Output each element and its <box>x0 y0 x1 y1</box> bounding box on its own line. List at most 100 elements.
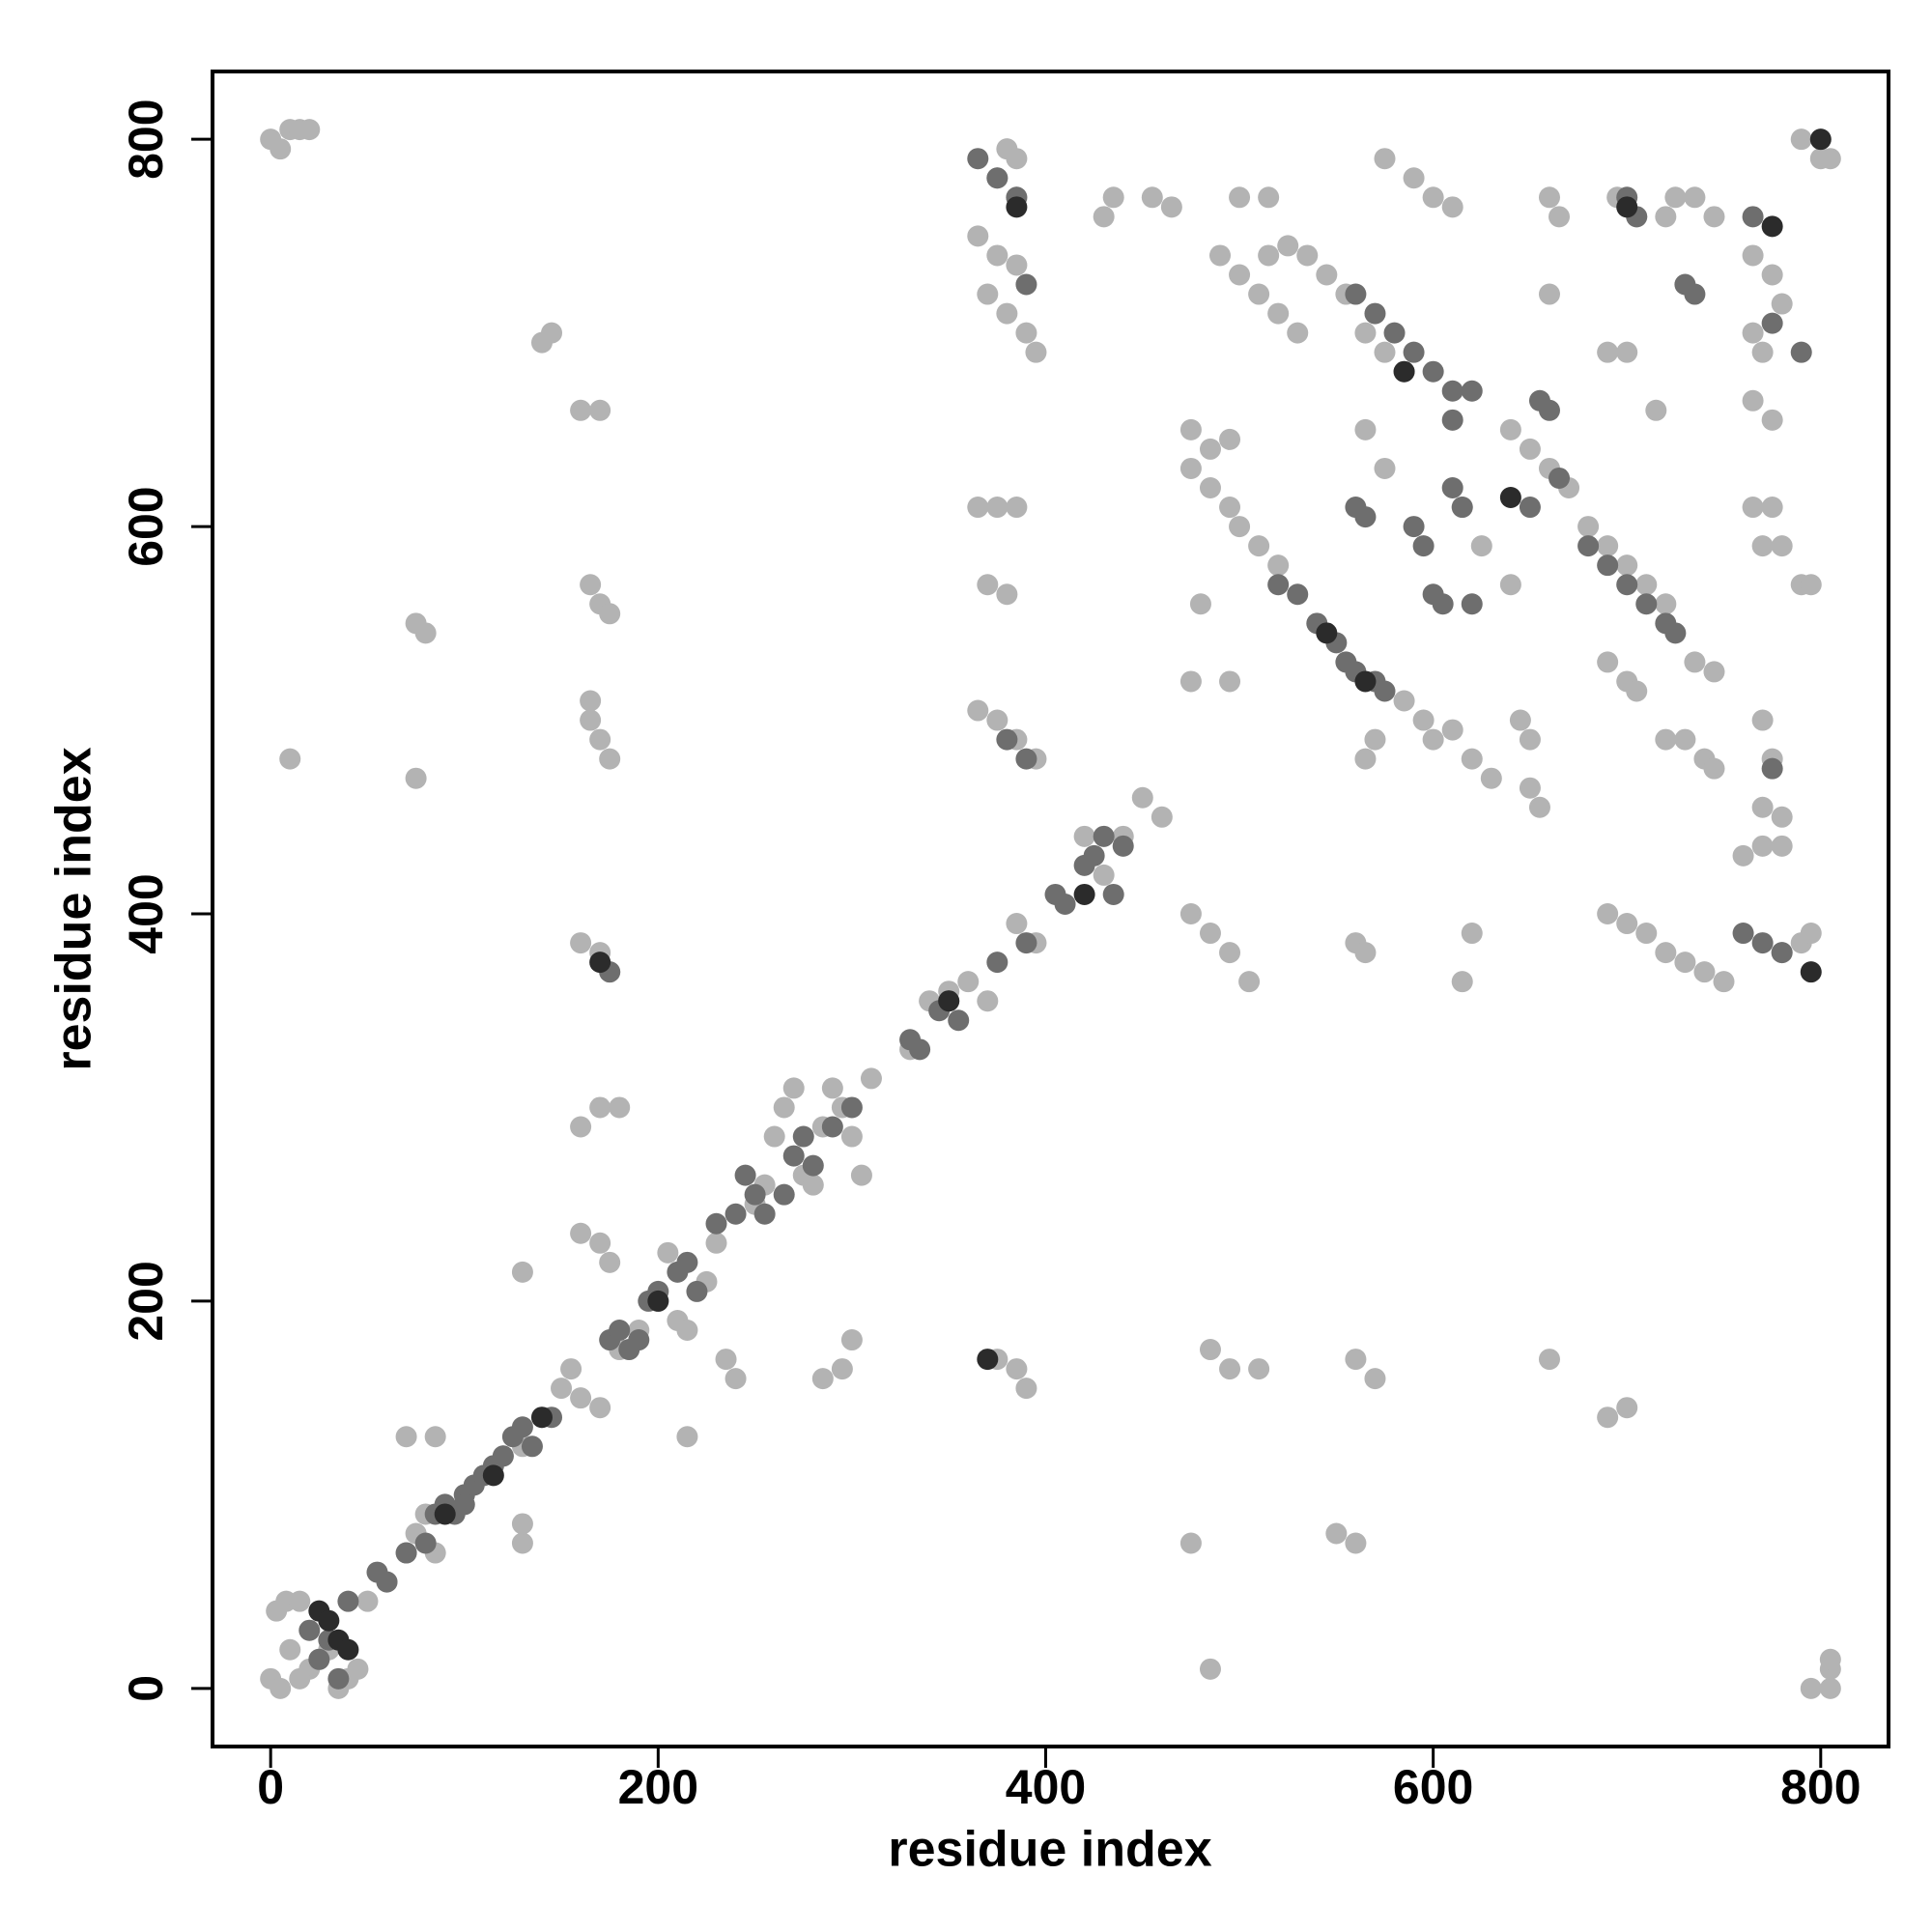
point <box>453 1493 475 1516</box>
point <box>1199 1339 1221 1361</box>
point <box>1771 806 1793 828</box>
point <box>986 497 1009 519</box>
point <box>1538 283 1560 305</box>
point <box>1229 186 1251 209</box>
point <box>1006 497 1028 519</box>
point <box>1374 457 1396 479</box>
point <box>1499 418 1521 440</box>
point <box>424 1426 446 1448</box>
point <box>1248 1358 1270 1380</box>
point <box>270 138 292 160</box>
point <box>792 1125 814 1148</box>
point <box>1548 206 1571 228</box>
point <box>511 1532 533 1554</box>
point <box>1364 302 1386 325</box>
point <box>986 709 1009 731</box>
point <box>1441 380 1463 402</box>
point <box>977 1349 999 1371</box>
point <box>1374 341 1396 363</box>
point <box>1499 487 1521 509</box>
point <box>1238 971 1261 993</box>
point <box>1577 535 1600 557</box>
point <box>1354 670 1377 693</box>
point <box>986 167 1009 189</box>
point <box>1422 728 1444 751</box>
point <box>1412 709 1435 731</box>
point <box>1296 244 1319 267</box>
point <box>1538 1349 1560 1371</box>
point <box>1597 651 1619 673</box>
x-tick-label: 400 <box>1006 1760 1086 1814</box>
point <box>1131 786 1153 809</box>
x-tick-label: 800 <box>1780 1760 1861 1814</box>
point <box>1800 923 1822 945</box>
point <box>840 1329 863 1351</box>
point <box>599 1251 621 1273</box>
point <box>318 1609 340 1632</box>
point <box>1790 341 1812 363</box>
point <box>1219 942 1241 964</box>
point <box>967 225 989 247</box>
point <box>1771 942 1793 964</box>
point <box>1461 923 1483 945</box>
point <box>948 1009 970 1032</box>
point <box>715 1349 737 1371</box>
point <box>1179 418 1202 440</box>
point <box>1751 835 1774 857</box>
point <box>1538 186 1560 209</box>
point <box>1684 283 1706 305</box>
point <box>279 748 301 770</box>
point <box>840 1096 863 1119</box>
x-axis-title: residue index <box>888 1822 1211 1878</box>
point <box>1073 825 1095 847</box>
point <box>1742 244 1764 267</box>
point <box>1267 574 1290 596</box>
point <box>1499 574 1521 596</box>
point <box>1742 322 1764 344</box>
point <box>1461 748 1483 770</box>
point <box>1519 777 1541 799</box>
point <box>1364 728 1386 751</box>
point <box>1199 1658 1221 1680</box>
point <box>551 1378 573 1400</box>
point <box>996 728 1018 751</box>
point <box>1635 923 1658 945</box>
point <box>986 244 1009 267</box>
point <box>1325 1522 1348 1545</box>
point <box>570 1222 592 1244</box>
point <box>1432 593 1454 615</box>
point <box>1461 380 1483 402</box>
point <box>1751 341 1774 363</box>
point <box>1189 593 1211 615</box>
point <box>1800 574 1822 596</box>
point <box>1199 438 1221 460</box>
point <box>1819 148 1841 170</box>
point <box>1635 574 1658 596</box>
point <box>724 1368 747 1390</box>
point <box>1713 971 1735 993</box>
point <box>676 1320 698 1342</box>
point <box>1160 196 1182 218</box>
point <box>1655 728 1677 751</box>
point <box>580 690 602 712</box>
point <box>1179 1532 1202 1554</box>
point <box>1771 835 1793 857</box>
plot-frame <box>211 70 1890 1748</box>
point <box>1422 186 1444 209</box>
point <box>1229 264 1251 286</box>
point <box>1383 322 1406 344</box>
point <box>405 767 427 789</box>
point <box>1345 1532 1367 1554</box>
point <box>724 1203 747 1225</box>
point <box>511 1261 533 1283</box>
point <box>1451 497 1473 519</box>
point <box>1664 186 1687 209</box>
point <box>492 1445 514 1467</box>
point <box>1151 806 1173 828</box>
point <box>1219 1358 1241 1380</box>
point <box>957 971 980 993</box>
point <box>1025 341 1047 363</box>
point <box>1015 1378 1037 1400</box>
point <box>589 1397 611 1419</box>
